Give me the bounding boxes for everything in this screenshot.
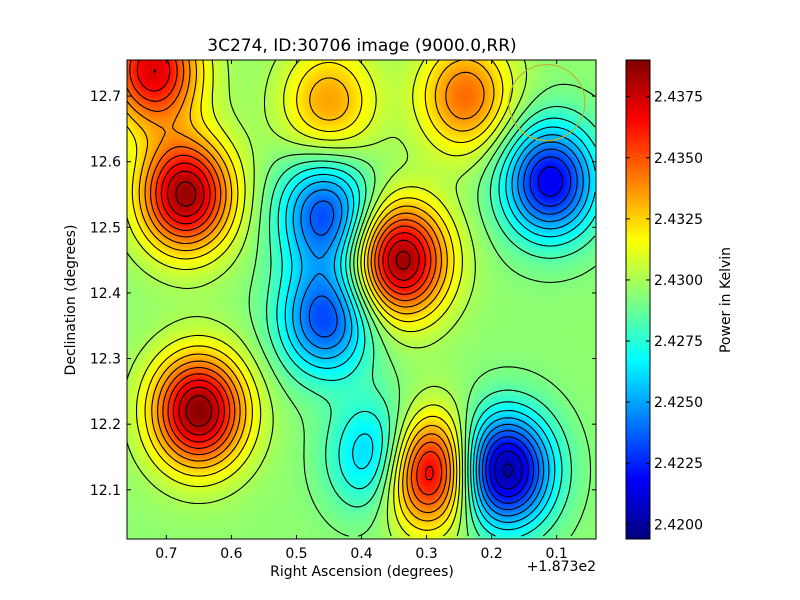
contour-line — [276, 117, 596, 537]
colorbar-label: Power in Kelvin — [718, 247, 734, 353]
contour-line — [284, 126, 596, 531]
colorbar-tick-label: 2.4375 — [654, 90, 703, 106]
contour-line — [502, 463, 513, 478]
y-tick-label: 12.5 — [90, 220, 121, 236]
x-axis-offset: +1.873e2 — [527, 559, 596, 575]
x-axis-label: Right Ascension (degrees) — [270, 564, 454, 580]
x-axis-ticks: 0.7 0.6 0.5 0.4 0.3 0.2 0.1 — [155, 60, 568, 562]
contour-line — [126, 59, 514, 537]
x-tick-label: 0.7 — [155, 546, 177, 562]
colorbar-tick-label: 2.4250 — [654, 395, 703, 411]
contour-line — [126, 59, 448, 505]
contour-line — [485, 156, 572, 504]
colorbar: 2.4200 2.4225 2.4250 2.4275 2.4300 2.4325 2.43… — [625, 59, 703, 540]
y-tick-label: 12.2 — [90, 417, 121, 433]
colorbar-tick-label: 2.4200 — [654, 517, 703, 533]
colorbar-tick-label: 2.4275 — [654, 334, 703, 350]
contour-line — [308, 148, 578, 511]
y-tick-label: 12.7 — [90, 89, 121, 105]
contour-line — [266, 105, 596, 537]
contour-line — [248, 83, 596, 537]
contour-lines — [126, 59, 596, 537]
y-tick-label: 12.1 — [90, 483, 121, 499]
colorbar-tick-label: 2.4325 — [654, 212, 703, 228]
contour-line — [126, 59, 485, 514]
contour-line — [126, 59, 528, 537]
colorbar-tick-label: 2.4225 — [654, 456, 703, 472]
y-axis-label: Declination (degrees) — [63, 225, 79, 376]
contour-line — [299, 141, 584, 517]
x-tick-label: 0.4 — [350, 546, 372, 562]
contour-line — [136, 59, 434, 481]
plot-title: 3C274, ID:30706 image (9000.0,RR) — [207, 36, 516, 56]
colorbar-frame — [625, 59, 651, 540]
contour-line — [126, 59, 495, 522]
x-tick-label: 0.5 — [285, 546, 307, 562]
colorbar-gradient — [626, 60, 650, 539]
colorbar-tick-label: 2.4350 — [654, 151, 703, 167]
beam-circle-outline — [508, 64, 586, 142]
beam-circle — [508, 64, 586, 142]
x-tick-label: 0.3 — [415, 546, 437, 562]
contour-line — [126, 59, 504, 531]
contour-line — [292, 134, 590, 523]
contour-line — [494, 450, 523, 490]
colorbar-tick-label: 2.4300 — [654, 273, 703, 289]
contour-line — [175, 181, 411, 427]
contour-line — [129, 59, 443, 496]
contour-line — [489, 166, 564, 498]
x-tick-label: 0.6 — [220, 546, 242, 562]
y-tick-label: 12.3 — [90, 352, 121, 368]
y-tick-label: 12.6 — [90, 155, 121, 171]
x-tick-label: 0.1 — [546, 546, 568, 562]
colorbar-ticks: 2.4200 2.4225 2.4250 2.4275 2.4300 2.4325 2.43… — [626, 90, 703, 533]
plot-area: 0.7 0.6 0.5 0.4 0.3 0.2 0.1 12.112.212.312.412… — [90, 59, 597, 562]
x-tick-label: 0.2 — [480, 546, 502, 562]
y-tick-label: 12.4 — [90, 286, 121, 302]
contour-line — [153, 69, 420, 436]
y-axis-ticks: 12.1 12.2 12.3 12.4 12.5 12.6 12.7 — [90, 89, 596, 499]
